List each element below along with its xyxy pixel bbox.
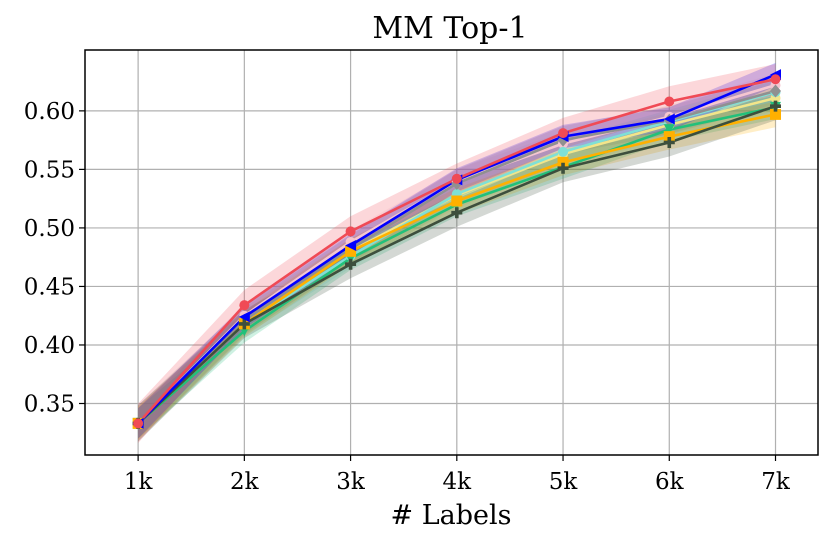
series-markers: [132, 69, 782, 430]
series-band: [138, 95, 776, 439]
x-tick-label: 7k: [761, 469, 791, 495]
data-point: [663, 131, 675, 143]
data-point: [345, 226, 356, 237]
data-point: [451, 207, 463, 219]
data-point: [663, 136, 675, 148]
data-point: [770, 74, 781, 85]
data-point: [770, 84, 782, 98]
series-band: [138, 101, 776, 441]
x-tick-label: 6k: [655, 469, 685, 495]
x-tick-label: 2k: [230, 469, 260, 495]
data-point: [558, 128, 569, 139]
x-tick-label: 1k: [124, 469, 154, 495]
data-point: [238, 318, 250, 330]
data-point: [770, 100, 782, 112]
data-point: [345, 239, 357, 251]
chart-title: MM Top-1: [372, 11, 527, 46]
y-tick-label: 0.50: [24, 216, 75, 242]
data-point: [557, 156, 569, 168]
data-point: [345, 245, 357, 257]
data-point: [770, 108, 782, 120]
y-tick-label: 0.60: [24, 99, 75, 125]
y-axis-ticks: 0.35 0.40 0.45 0.50 0.55 0.60: [24, 99, 85, 417]
y-tick-label: 0.35: [24, 391, 75, 417]
series-band: [138, 80, 776, 439]
x-axis-ticks: 1k 2k 3k 4k 5k 6k 7k: [124, 455, 791, 495]
y-tick-label: 0.55: [24, 157, 75, 183]
x-axis-label: # Labels: [391, 500, 512, 531]
data-point: [451, 173, 462, 184]
data-point: [558, 146, 569, 157]
data-point: [239, 300, 250, 311]
data-point: [451, 195, 463, 207]
data-point: [238, 311, 250, 323]
data-point: [663, 124, 675, 136]
y-tick-label: 0.45: [24, 274, 75, 300]
x-tick-label: 3k: [336, 469, 366, 495]
data-point: [345, 258, 357, 270]
plot-frame: [84, 49, 819, 456]
data-point: [557, 162, 569, 174]
data-point: [663, 113, 675, 125]
y-tick-label: 0.40: [24, 333, 75, 359]
data-point: [664, 96, 675, 107]
x-tick-label: 4k: [443, 469, 473, 495]
x-tick-label: 5k: [549, 469, 579, 495]
data-point: [133, 418, 144, 429]
